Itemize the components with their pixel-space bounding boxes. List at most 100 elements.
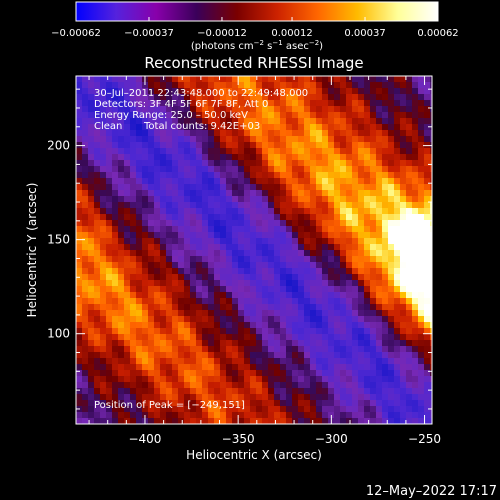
heatmap-cell bbox=[112, 154, 119, 161]
heatmap-cell bbox=[118, 166, 125, 173]
heatmap-cell bbox=[298, 142, 305, 149]
heatmap-cell bbox=[418, 142, 425, 149]
heatmap-cell bbox=[100, 82, 107, 89]
heatmap-cell bbox=[310, 298, 317, 305]
heatmap-cell bbox=[148, 418, 155, 424]
heatmap-cell bbox=[196, 76, 203, 83]
heatmap-cell bbox=[382, 346, 389, 353]
heatmap-cell bbox=[154, 190, 161, 197]
heatmap-cell bbox=[412, 406, 419, 413]
heatmap-cell bbox=[100, 388, 107, 395]
heatmap-cell bbox=[358, 226, 365, 233]
heatmap-cell bbox=[322, 382, 329, 389]
heatmap-cell bbox=[334, 154, 341, 161]
heatmap-cell bbox=[118, 142, 125, 149]
heatmap-cell bbox=[106, 352, 113, 359]
heatmap-cell bbox=[130, 82, 137, 89]
heatmap-cell bbox=[262, 148, 269, 155]
heatmap-cell bbox=[352, 130, 359, 137]
heatmap-cell bbox=[412, 316, 419, 323]
heatmap-cell bbox=[130, 76, 137, 83]
heatmap-cell bbox=[340, 208, 347, 215]
heatmap-cell bbox=[346, 352, 353, 359]
heatmap-cell bbox=[118, 256, 125, 263]
heatmap-cell bbox=[310, 340, 317, 347]
heatmap-cell bbox=[334, 310, 341, 317]
heatmap-cell bbox=[280, 166, 287, 173]
heatmap-cell bbox=[364, 160, 371, 167]
heatmap-cell bbox=[148, 94, 155, 101]
heatmap-cell bbox=[244, 268, 251, 275]
heatmap-cell bbox=[370, 232, 377, 239]
heatmap-cell bbox=[394, 82, 401, 89]
heatmap-cell bbox=[160, 340, 167, 347]
heatmap-cell bbox=[310, 220, 317, 227]
heatmap-cell bbox=[244, 232, 251, 239]
heatmap-cell bbox=[406, 112, 413, 119]
heatmap-cell bbox=[334, 190, 341, 197]
heatmap-cell bbox=[268, 112, 275, 119]
heatmap-cell bbox=[358, 328, 365, 335]
heatmap-cell bbox=[286, 232, 293, 239]
heatmap-cell bbox=[322, 106, 329, 113]
heatmap-cell bbox=[232, 334, 239, 341]
heatmap-cell bbox=[202, 388, 209, 395]
heatmap-cell bbox=[358, 148, 365, 155]
heatmap-cell bbox=[76, 88, 83, 95]
heatmap-cell bbox=[244, 94, 251, 101]
heatmap-cell bbox=[286, 406, 293, 413]
heatmap-cell bbox=[142, 154, 149, 161]
heatmap-cell bbox=[142, 208, 149, 215]
heatmap-cell bbox=[298, 148, 305, 155]
heatmap-cell bbox=[382, 376, 389, 383]
heatmap-cell bbox=[136, 352, 143, 359]
heatmap-cell bbox=[100, 208, 107, 215]
heatmap-cell bbox=[370, 190, 377, 197]
heatmap-cell bbox=[100, 358, 107, 365]
heatmap-cell bbox=[250, 364, 257, 371]
heatmap-cell bbox=[154, 280, 161, 287]
heatmap-cell bbox=[358, 100, 365, 107]
heatmap-cell bbox=[304, 388, 311, 395]
heatmap-cell bbox=[166, 220, 173, 227]
heatmap-cell bbox=[136, 394, 143, 401]
heatmap-cell bbox=[382, 352, 389, 359]
heatmap-cell bbox=[154, 376, 161, 383]
heatmap-cell bbox=[148, 274, 155, 281]
heatmap-cell bbox=[274, 106, 281, 113]
heatmap-cell bbox=[370, 262, 377, 269]
heatmap-cell bbox=[250, 394, 257, 401]
heatmap-cell bbox=[82, 328, 89, 335]
heatmap-cell bbox=[184, 406, 191, 413]
heatmap-cell bbox=[424, 184, 431, 191]
heatmap-cell bbox=[190, 322, 197, 329]
heatmap-cell bbox=[250, 334, 257, 341]
heatmap-cell bbox=[190, 118, 197, 125]
heatmap-cell bbox=[280, 148, 287, 155]
heatmap-cell bbox=[214, 406, 221, 413]
heatmap-cell bbox=[136, 286, 143, 293]
heatmap-cell bbox=[238, 148, 245, 155]
heatmap-cell bbox=[118, 136, 125, 143]
heatmap-cell bbox=[274, 310, 281, 317]
heatmap-cell bbox=[160, 412, 167, 419]
heatmap-cell bbox=[394, 316, 401, 323]
heatmap-cell bbox=[154, 196, 161, 203]
heatmap-cell bbox=[196, 100, 203, 107]
heatmap-cell bbox=[394, 376, 401, 383]
heatmap-cell bbox=[184, 304, 191, 311]
heatmap-cell bbox=[100, 184, 107, 191]
heatmap-cell bbox=[406, 172, 413, 179]
heatmap-cell bbox=[424, 160, 431, 167]
heatmap-cell bbox=[334, 352, 341, 359]
heatmap-cell bbox=[94, 244, 101, 251]
heatmap-cell bbox=[382, 142, 389, 149]
heatmap-cell bbox=[184, 268, 191, 275]
heatmap-cell bbox=[280, 334, 287, 341]
heatmap-cell bbox=[148, 310, 155, 317]
heatmap-cell bbox=[130, 322, 137, 329]
heatmap-cell bbox=[370, 388, 377, 395]
heatmap-cell bbox=[202, 154, 209, 161]
heatmap-cell bbox=[382, 196, 389, 203]
heatmap-cell bbox=[340, 412, 347, 419]
